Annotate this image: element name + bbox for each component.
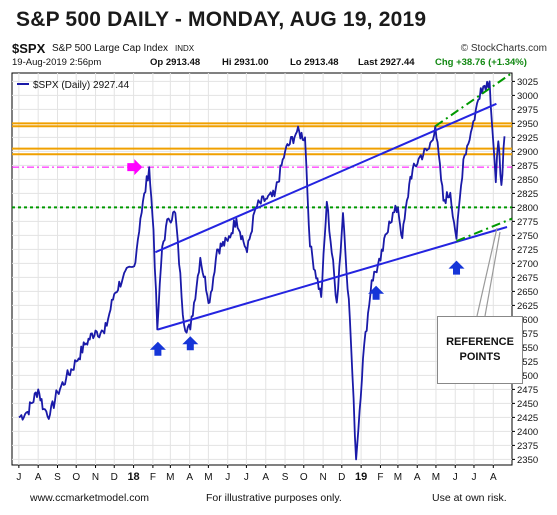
pointer-line — [476, 227, 498, 317]
y-tick-label: 2600 — [517, 315, 538, 326]
y-tick-label: 2425 — [517, 413, 538, 424]
quote-last: Last 2927.44 — [358, 57, 415, 68]
x-tick-label: J — [453, 472, 458, 483]
quote-change: Chg +38.76 (+1.34%) — [435, 57, 527, 68]
reference-points-label: REFERENCE POINTS — [437, 316, 523, 384]
x-axis: J A S O N D 18 F M A M J J A S O N D 19 F M A M J J A — [16, 465, 497, 483]
x-tick-label: M — [394, 472, 402, 483]
y-tick-label: 2650 — [517, 287, 538, 298]
copyright-label: © StockCharts.com — [460, 43, 547, 54]
footer-disclaimer: For illustrative purposes only. — [206, 492, 342, 504]
x-tick-label: D — [111, 472, 118, 483]
y-tick-label: 2525 — [517, 357, 538, 368]
y-tick-label: 2975 — [517, 105, 538, 116]
x-tick-label: M — [204, 472, 212, 483]
y-tick-label: 3025 — [517, 77, 538, 88]
y-tick-label: 2475 — [517, 385, 538, 396]
y-tick-label: 2825 — [517, 189, 538, 200]
grid-lines — [12, 73, 512, 465]
y-tick-label: 2950 — [517, 119, 538, 130]
channel_lower-trendline — [157, 226, 508, 331]
up-arrow-icon — [448, 260, 465, 275]
green_upper-trendline — [434, 72, 513, 128]
x-tick-label: M — [166, 472, 174, 483]
x-tick-label: N — [319, 472, 326, 483]
pointer-line — [484, 231, 501, 317]
x-tick-label: S — [54, 472, 61, 483]
y-axis: 2350 2375 2400 2425 2450 2475 2500 2525 2550 2575… — [512, 77, 538, 466]
reference-label-line1: REFERENCE — [446, 336, 514, 348]
y-tick-label: 2575 — [517, 329, 538, 340]
footer: www.ccmarketmodel.com For illustrative p… — [0, 492, 557, 508]
y-tick-label: 2400 — [517, 427, 538, 438]
x-tick-label: S — [282, 472, 289, 483]
x-tick-label: D — [338, 472, 345, 483]
up-arrow-icon — [368, 285, 385, 300]
right-arrow-icon — [127, 159, 143, 176]
y-tick-label: 2550 — [517, 343, 538, 354]
footer-website: www.ccmarketmodel.com — [30, 492, 150, 504]
up-arrow-icon — [149, 341, 166, 356]
y-tick-label: 2350 — [517, 455, 538, 466]
y-tick-label: 2725 — [517, 245, 538, 256]
x-tick-label: J — [16, 472, 21, 483]
x-tick-label: A — [414, 472, 421, 483]
y-tick-label: 2500 — [517, 371, 538, 382]
quote-header: 19-Aug-2019 2:56pm Op 2913.48 Hi 2931.00… — [12, 57, 547, 69]
y-tick-label: 2800 — [517, 203, 538, 214]
x-tick-label: A — [186, 472, 193, 483]
y-tick-label: 2675 — [517, 273, 538, 284]
plot-frame — [11, 72, 513, 466]
quote-low: Lo 2913.48 — [290, 57, 339, 68]
x-tick-label: J — [471, 472, 476, 483]
reference-arrows — [127, 159, 501, 356]
y-tick-label: 2925 — [517, 133, 538, 144]
y-tick-label: 2775 — [517, 217, 538, 228]
y-tick-label: 2750 — [517, 231, 538, 242]
channel_upper-trendline — [154, 102, 497, 254]
legend-label: $SPX (Daily) 2927.44 — [33, 80, 130, 91]
x-tick-label: A — [262, 472, 269, 483]
ticker-symbol: $SPX — [12, 41, 46, 56]
trendlines — [154, 72, 513, 331]
y-tick-label: 3000 — [517, 91, 538, 102]
x-tick-label: 18 — [127, 471, 139, 483]
x-tick-label: N — [92, 472, 99, 483]
x-tick-label: 19 — [355, 471, 367, 483]
y-tick-label: 2850 — [517, 175, 538, 186]
x-tick-label: J — [225, 472, 230, 483]
chart-title: S&P 500 DAILY - MONDAY, AUG 19, 2019 — [16, 8, 427, 31]
y-tick-label: 2700 — [517, 259, 538, 270]
quote-high: Hi 2931.00 — [222, 57, 269, 68]
x-tick-label: M — [432, 472, 440, 483]
x-tick-label: O — [300, 472, 308, 483]
x-tick-label: F — [150, 472, 156, 483]
x-tick-label: O — [72, 472, 80, 483]
x-tick-label: J — [244, 472, 249, 483]
y-tick-label: 2900 — [517, 147, 538, 158]
index-name: S&P 500 Large Cap Index — [52, 43, 169, 54]
legend: $SPX (Daily) 2927.44 — [17, 80, 130, 91]
price-series — [18, 80, 506, 461]
x-tick-label: A — [490, 472, 497, 483]
x-tick-label: A — [35, 472, 42, 483]
y-tick-label: 2875 — [517, 161, 538, 172]
footer-risk: Use at own risk. — [432, 492, 507, 504]
x-tick-label: F — [377, 472, 383, 483]
y-tick-label: 2375 — [517, 441, 538, 452]
quote-open: Op 2913.48 — [150, 57, 201, 68]
price-line — [18, 80, 506, 461]
exchange-label: INDX — [175, 44, 195, 53]
symbol-header: $SPX S&P 500 Large Cap Index INDX © Stoc… — [12, 41, 547, 56]
y-tick-label: 2625 — [517, 301, 538, 312]
up-arrow-icon — [182, 336, 199, 351]
y-tick-label: 2450 — [517, 399, 538, 410]
reference-label-line2: POINTS — [459, 351, 501, 363]
quote-datetime: 19-Aug-2019 2:56pm — [12, 57, 102, 68]
